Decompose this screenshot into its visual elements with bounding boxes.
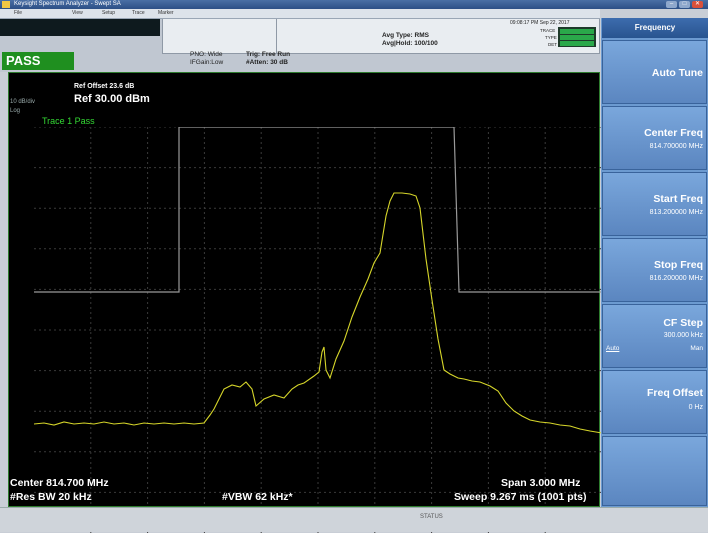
start-freq-label: Start Freq [653, 193, 703, 205]
cf-step-value: 300.000 kHz [663, 332, 703, 339]
datetime-label: 09:08:17 PM Sep 22, 2017 [510, 20, 570, 26]
trace-indicator-icon [558, 27, 596, 47]
window-title: Keysight Spectrum Analyzer - Swept SA [14, 1, 121, 7]
trace-status-label: Trace 1 Pass [42, 116, 95, 126]
stop-freq-softkey[interactable]: Stop Freq 816.200000 MHz [602, 238, 707, 302]
trace-row-label: TRACE [540, 28, 556, 33]
center-freq-softkey[interactable]: Center Freq 814.700000 MHz [602, 106, 707, 170]
cf-step-man[interactable]: Man [690, 345, 703, 352]
empty-softkey[interactable] [602, 436, 707, 506]
annunciator-bar: PNO: Wide IFGain:Low Trig: Free Run #Att… [0, 18, 600, 72]
pno-label: PNO: Wide [190, 51, 223, 58]
stop-freq-value: 816.200000 MHz [649, 275, 703, 282]
annunciator-dark-area [0, 18, 160, 36]
center-freq-label: Center Freq [644, 127, 703, 139]
status-message: STATUS [420, 514, 443, 520]
start-freq-value: 813.200000 MHz [649, 209, 703, 216]
res-bw-readout: #Res BW 20 kHz [10, 491, 92, 503]
det-row-label: DET [548, 42, 557, 47]
cf-step-label: CF Step [663, 317, 703, 329]
log-label: Log [10, 108, 21, 114]
spectrum-plot [34, 127, 602, 533]
measurement-display: Ref Offset 23.6 dB Ref 30.00 dBm 10 dB/d… [8, 72, 602, 533]
span-readout: Span 3.000 MHz [501, 477, 581, 489]
menu-bar: File View Setup Trace Marker [0, 9, 600, 19]
type-row-label: TYPE [545, 35, 557, 40]
stop-freq-label: Stop Freq [654, 259, 703, 271]
vbw-readout: #VBW 62 kHz* [222, 491, 293, 503]
app-icon [2, 1, 10, 8]
status-bar: STATUS [0, 507, 708, 532]
menu-item-file[interactable]: File [14, 10, 23, 16]
menu-item-trace[interactable]: Trace [132, 10, 145, 16]
sweep-readout: Sweep 9.267 ms (1001 pts) [454, 491, 587, 503]
menu-item-setup[interactable]: Setup [102, 10, 116, 16]
close-button[interactable]: ✕ [692, 1, 703, 8]
minimize-button[interactable]: – [666, 1, 677, 8]
freq-offset-label: Freq Offset [646, 387, 703, 399]
avg-hold-label: Avg|Hold: 100/100 [382, 40, 438, 47]
freq-offset-value: 0 Hz [688, 404, 703, 411]
atten-label: #Atten: 30 dB [246, 59, 288, 66]
scale-label: 10 dB/div [10, 99, 36, 105]
menu-item-marker[interactable]: Marker [158, 10, 174, 16]
cf-step-softkey[interactable]: CF Step 300.000 kHz Auto Man [602, 304, 707, 368]
auto-tune-softkey[interactable]: Auto Tune [602, 40, 707, 104]
if-gain-label: IFGain:Low [190, 59, 224, 66]
ref-offset-label: Ref Offset 23.6 dB [74, 83, 135, 90]
maximize-button[interactable]: □ [679, 1, 690, 8]
freq-offset-softkey[interactable]: Freq Offset 0 Hz [602, 370, 707, 434]
auto-tune-label: Auto Tune [651, 67, 703, 79]
start-freq-softkey[interactable]: Start Freq 813.200000 MHz [602, 172, 707, 236]
spectrum-trace [34, 192, 602, 434]
softkey-menu-title: Frequency [602, 18, 708, 38]
pass-indicator: PASS [2, 52, 74, 70]
avg-type-label: Avg Type: RMS [382, 32, 429, 39]
center-freq-readout: Center 814.700 MHz [10, 477, 109, 489]
window-titlebar: Keysight Spectrum Analyzer - Swept SA – … [0, 0, 708, 9]
ref-level-label: Ref 30.00 dBm [74, 93, 150, 105]
graticule [34, 127, 602, 533]
annunciator-box-1 [162, 18, 278, 54]
cf-step-auto[interactable]: Auto [606, 345, 620, 352]
menu-item-view[interactable]: View [72, 10, 83, 16]
center-freq-value: 814.700000 MHz [649, 143, 703, 150]
trigger-label: Trig: Free Run [246, 51, 291, 58]
limit-line [34, 127, 602, 293]
